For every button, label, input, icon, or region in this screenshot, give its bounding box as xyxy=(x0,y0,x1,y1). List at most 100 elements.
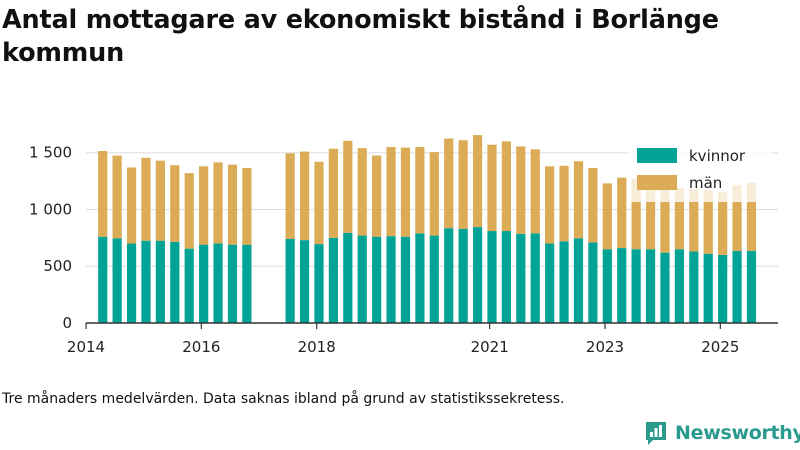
bar-man xyxy=(545,166,555,244)
bar-man xyxy=(559,165,569,242)
footnote: Tre månaders medelvärden. Data saknas ib… xyxy=(2,391,565,407)
bar-kvinnor xyxy=(429,235,439,323)
bar-kvinnor xyxy=(227,244,238,323)
bar-man xyxy=(141,157,151,241)
bar-man xyxy=(602,183,612,250)
bar-man xyxy=(429,152,439,236)
bar-kvinnor xyxy=(530,233,540,323)
bar-man xyxy=(184,173,194,249)
bar-man xyxy=(458,140,468,229)
bar-kvinnor xyxy=(746,250,757,323)
bar-man xyxy=(199,166,209,245)
bar-man xyxy=(472,135,483,228)
brand-name: Newsworthy xyxy=(675,422,800,444)
bar-man xyxy=(328,148,338,238)
bar-man xyxy=(732,185,742,251)
bars xyxy=(98,135,757,323)
bar-kvinnor xyxy=(112,238,122,323)
bar-man xyxy=(674,187,684,250)
bar-kvinnor xyxy=(328,237,338,323)
bar-kvinnor xyxy=(501,231,511,323)
bar-man xyxy=(444,138,454,229)
legend-label: kvinnor xyxy=(689,147,746,165)
bar-kvinnor xyxy=(400,236,411,323)
bar-man xyxy=(689,189,699,252)
y-axis-ticks: 0 500 1 000 1 500 xyxy=(29,144,72,332)
bar-kvinnor xyxy=(660,252,670,323)
bar-kvinnor xyxy=(126,243,137,323)
bar-kvinnor xyxy=(285,238,295,323)
bar-kvinnor xyxy=(602,249,612,323)
x-tick-label: 2016 xyxy=(182,338,220,356)
bar-kvinnor xyxy=(645,249,656,323)
bar-kvinnor xyxy=(386,236,396,323)
bar-man xyxy=(386,147,396,237)
bar-kvinnor xyxy=(674,249,684,323)
bar-man xyxy=(227,164,238,245)
bar-kvinnor xyxy=(199,244,209,323)
y-tick-label: 0 xyxy=(62,314,72,332)
bar-man xyxy=(588,168,598,243)
bar-man xyxy=(170,165,180,242)
bar-kvinnor xyxy=(314,244,324,323)
newsworthy-logo: Newsworthy xyxy=(644,420,800,446)
bar-man xyxy=(645,183,656,250)
bar-kvinnor xyxy=(184,248,194,323)
bar-man xyxy=(299,151,310,241)
x-tick-label: 2023 xyxy=(586,338,624,356)
bar-man xyxy=(98,151,108,237)
legend-swatch xyxy=(637,148,677,163)
bar-man xyxy=(530,149,540,234)
legend-swatch xyxy=(637,175,677,190)
bar-kvinnor xyxy=(170,241,180,323)
bar-kvinnor xyxy=(703,253,713,323)
bar-man xyxy=(487,144,497,232)
x-tick-label: 2021 xyxy=(471,338,509,356)
x-tick-label: 2018 xyxy=(298,338,336,356)
bar-kvinnor xyxy=(516,233,526,323)
y-tick-label: 1 000 xyxy=(29,200,72,218)
newsworthy-logo-icon xyxy=(646,422,666,445)
bar-kvinnor xyxy=(343,232,353,323)
bar-kvinnor xyxy=(458,228,468,323)
bar-kvinnor xyxy=(689,251,699,323)
bar-kvinnor xyxy=(545,243,555,323)
bar-kvinnor xyxy=(631,249,641,323)
bar-kvinnor xyxy=(573,238,584,323)
bar-man xyxy=(155,160,165,241)
bar-man xyxy=(718,191,728,255)
x-tick-label: 2025 xyxy=(701,338,739,356)
bar-kvinnor xyxy=(415,233,425,323)
bar-kvinnor xyxy=(559,241,569,323)
bar-kvinnor xyxy=(242,244,252,323)
bar-man xyxy=(314,161,324,245)
legend: kvinnor män xyxy=(628,140,772,202)
bar-man xyxy=(516,146,526,234)
y-tick-label: 1 500 xyxy=(29,144,72,162)
bar-kvinnor xyxy=(588,242,598,323)
bar-kvinnor xyxy=(141,240,151,323)
bar-man xyxy=(357,148,367,236)
bar-kvinnor xyxy=(357,235,367,323)
bar-kvinnor xyxy=(155,240,165,323)
bar-kvinnor xyxy=(732,250,742,323)
x-tick-label: 2014 xyxy=(67,338,105,356)
bar-kvinnor xyxy=(299,240,310,323)
bar-man xyxy=(631,178,641,250)
bar-man xyxy=(213,162,223,244)
bar-kvinnor xyxy=(213,243,223,323)
bar-man xyxy=(501,141,511,232)
bar-man xyxy=(112,155,122,239)
bar-kvinnor xyxy=(472,227,483,323)
chart-title: Antal mottagare av ekonomiskt bistånd i … xyxy=(2,5,719,68)
bar-man xyxy=(343,140,353,233)
y-tick-label: 500 xyxy=(43,257,72,275)
bar-man xyxy=(617,177,627,249)
bar-kvinnor xyxy=(718,254,728,323)
bar-kvinnor xyxy=(617,248,627,323)
bar-man xyxy=(400,147,411,237)
bar-man xyxy=(126,167,137,244)
x-axis-ticks: 2014 2016 2018 2021 2023 2025 xyxy=(67,323,739,356)
bar-kvinnor xyxy=(98,236,108,323)
legend-label: män xyxy=(689,174,722,192)
